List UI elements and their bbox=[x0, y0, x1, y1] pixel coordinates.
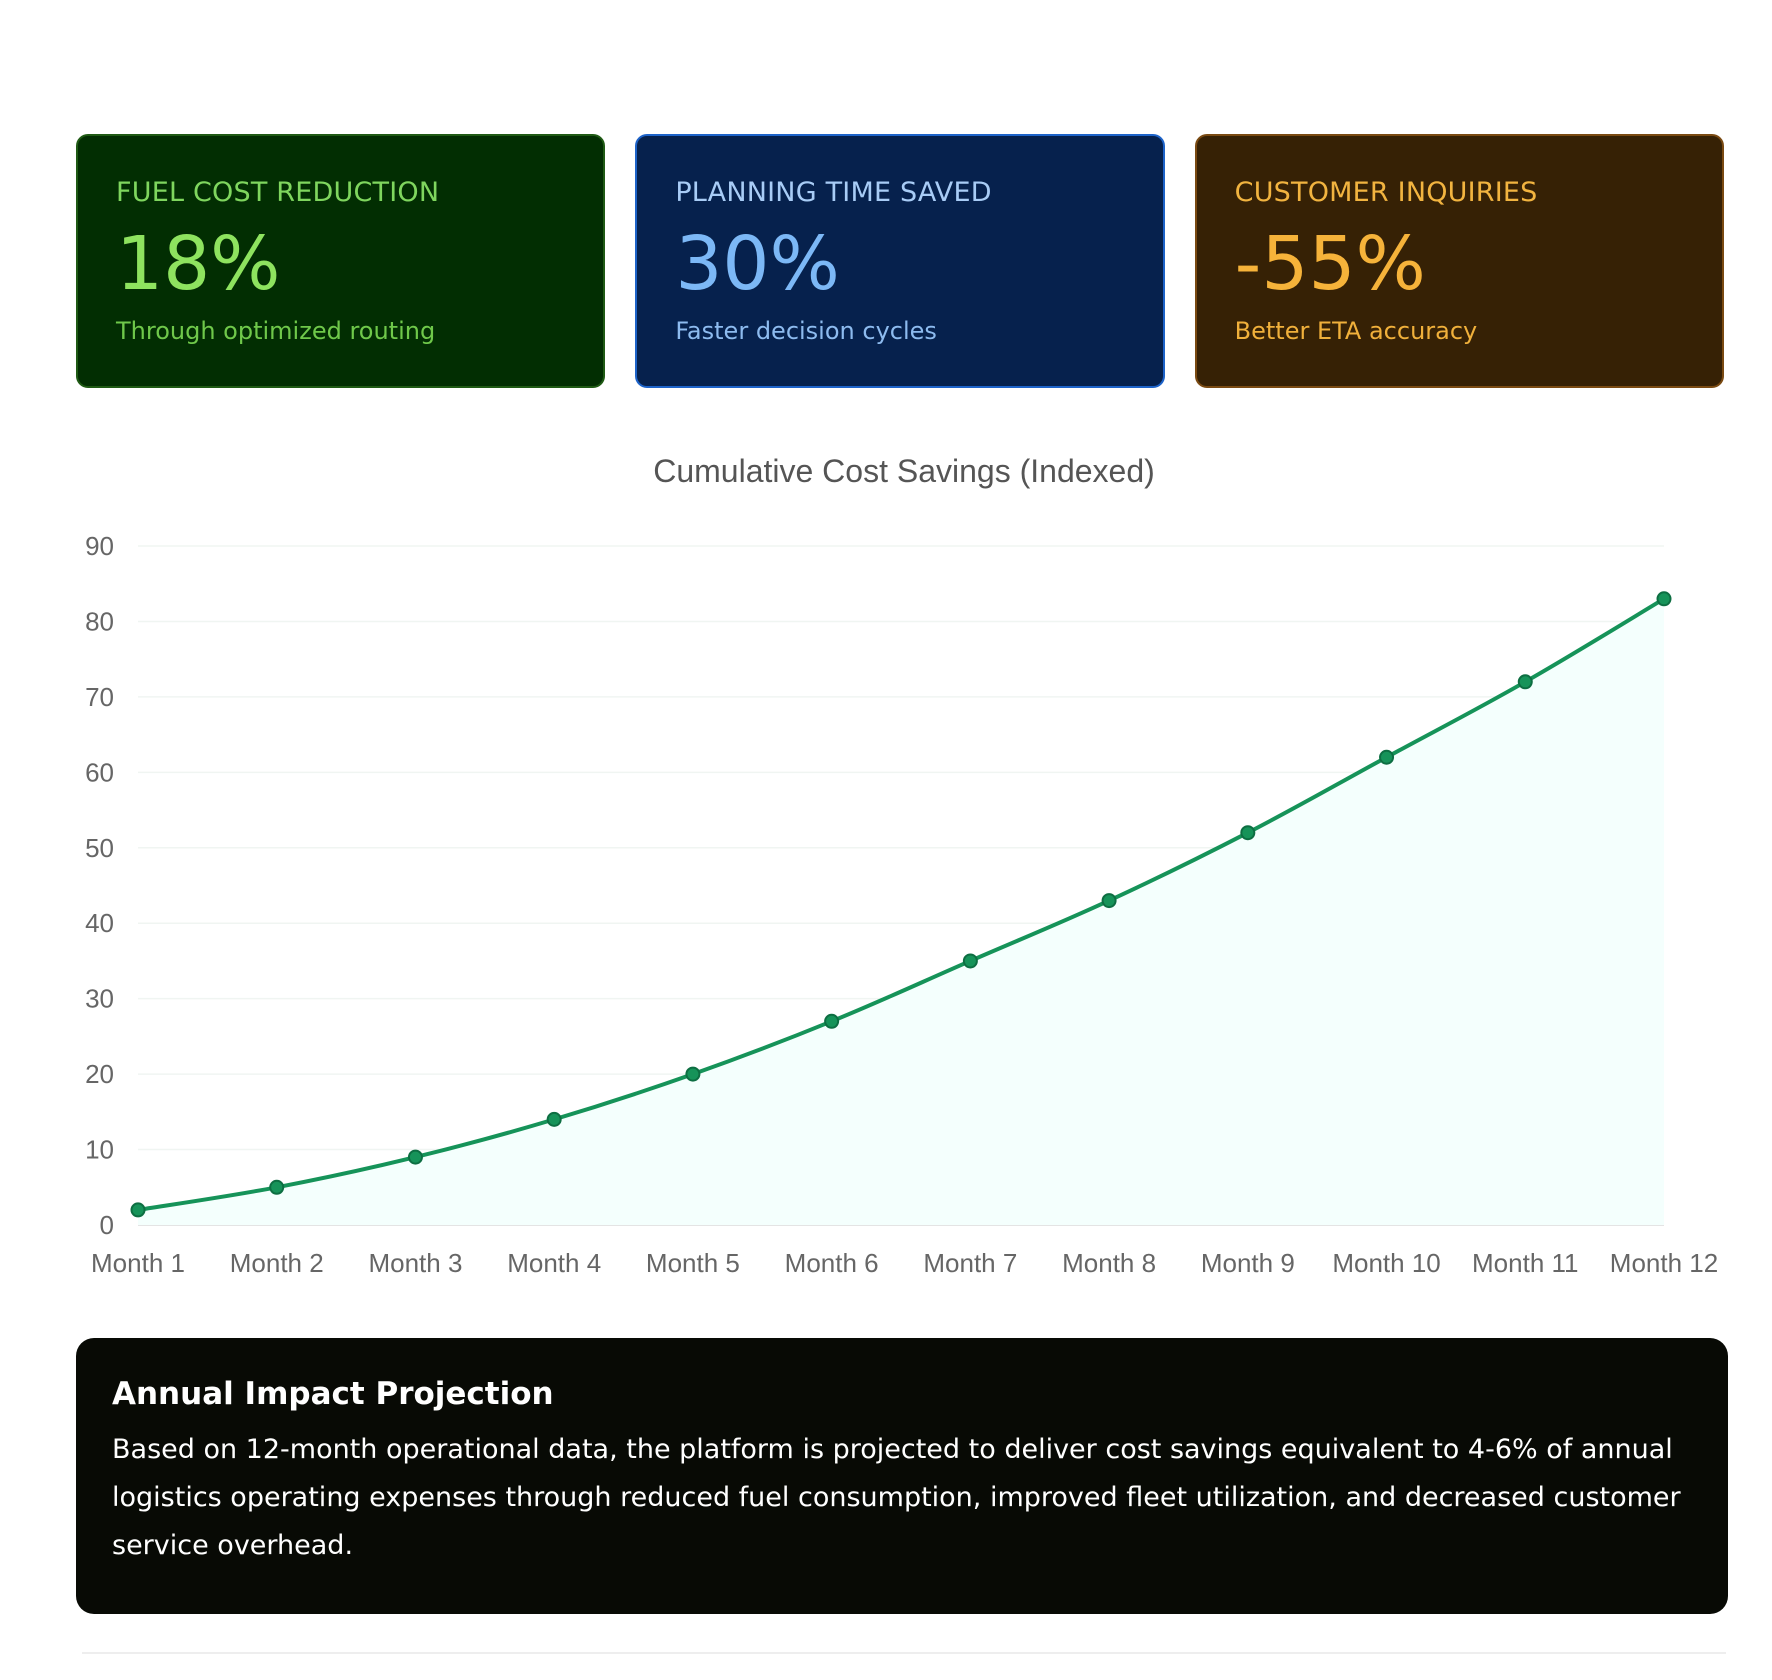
y-tick-label: 70 bbox=[85, 682, 114, 712]
data-point bbox=[130, 1202, 146, 1218]
x-tick-label: Month 7 bbox=[923, 1248, 1017, 1278]
kpi-label: CUSTOMER INQUIRIES bbox=[1234, 177, 1538, 208]
y-tick-label: 90 bbox=[85, 531, 114, 561]
x-tick-label: Month 5 bbox=[646, 1248, 740, 1278]
kpi-value: 18% bbox=[116, 221, 281, 307]
y-tick-label: 10 bbox=[85, 1135, 114, 1165]
kpi-description: Better ETA accuracy bbox=[1234, 317, 1478, 345]
data-point bbox=[962, 953, 978, 969]
kpi-label: FUEL COST REDUCTION bbox=[116, 177, 440, 208]
y-tick-label: 60 bbox=[85, 757, 114, 787]
x-tick-label: Month 3 bbox=[368, 1248, 462, 1278]
impact-title: Annual Impact Projection bbox=[112, 1376, 554, 1412]
data-point bbox=[1240, 825, 1256, 841]
data-point bbox=[1379, 749, 1395, 765]
x-tick-label: Month 4 bbox=[507, 1248, 601, 1278]
plot-area bbox=[130, 591, 1672, 1225]
chart-grid bbox=[138, 545, 1664, 1226]
data-point bbox=[1656, 591, 1672, 607]
x-tick-label: Month 8 bbox=[1062, 1248, 1156, 1278]
kpi-description: Through optimized routing bbox=[116, 317, 436, 345]
x-tick-label: Month 12 bbox=[1610, 1248, 1718, 1278]
cumulative-savings-chart: Cumulative Cost Savings (Indexed) 0 10 20 3… bbox=[85, 453, 1718, 1278]
x-tick-label: Month 11 bbox=[1472, 1248, 1578, 1278]
kpi-card-inquiries: CUSTOMER INQUIRIES -55% Better ETA accur… bbox=[1194, 134, 1724, 388]
x-axis: Month 1 Month 2 Month 3 Month 4 Month 5 Month… bbox=[91, 1248, 1718, 1278]
x-tick-label: Month 9 bbox=[1201, 1248, 1295, 1278]
chart-title: Cumulative Cost Savings (Indexed) bbox=[653, 453, 1155, 489]
kpi-card-planning: PLANNING TIME SAVED 30% Faster decision … bbox=[635, 134, 1165, 388]
data-point bbox=[1517, 674, 1533, 690]
x-tick-label: Month 2 bbox=[230, 1248, 324, 1278]
y-tick-label: 30 bbox=[85, 984, 114, 1014]
x-tick-label: Month 1 bbox=[91, 1248, 185, 1278]
kpi-description: Faster decision cycles bbox=[675, 317, 937, 345]
annual-impact-panel: Annual Impact Projection Based on 12-mon… bbox=[76, 1338, 1728, 1614]
kpi-cards: FUEL COST REDUCTION 18% Through optimize… bbox=[76, 134, 1724, 388]
data-point bbox=[685, 1066, 701, 1082]
series-area bbox=[138, 598, 1664, 1225]
data-point bbox=[269, 1179, 285, 1195]
x-tick-label: Month 6 bbox=[785, 1248, 879, 1278]
y-tick-label: 20 bbox=[85, 1059, 114, 1089]
y-tick-label: 80 bbox=[85, 606, 114, 636]
kpi-label: PLANNING TIME SAVED bbox=[675, 177, 992, 208]
impact-body: Based on 12-month operational data, the … bbox=[112, 1434, 1681, 1561]
data-point bbox=[546, 1111, 562, 1127]
y-tick-label: 50 bbox=[85, 833, 114, 863]
data-point bbox=[407, 1149, 423, 1165]
x-tick-label: Month 10 bbox=[1332, 1248, 1440, 1278]
kpi-card-fuel: FUEL COST REDUCTION 18% Through optimize… bbox=[76, 134, 606, 388]
y-axis: 0 10 20 30 40 50 60 70 80 90 bbox=[85, 531, 114, 1240]
y-tick-label: 40 bbox=[85, 908, 114, 938]
divider bbox=[82, 1652, 1726, 1654]
data-point bbox=[1101, 893, 1117, 909]
data-point bbox=[824, 1013, 840, 1029]
kpi-value: -55% bbox=[1234, 221, 1426, 307]
kpi-value: 30% bbox=[675, 221, 840, 307]
y-tick-label: 0 bbox=[100, 1210, 114, 1240]
